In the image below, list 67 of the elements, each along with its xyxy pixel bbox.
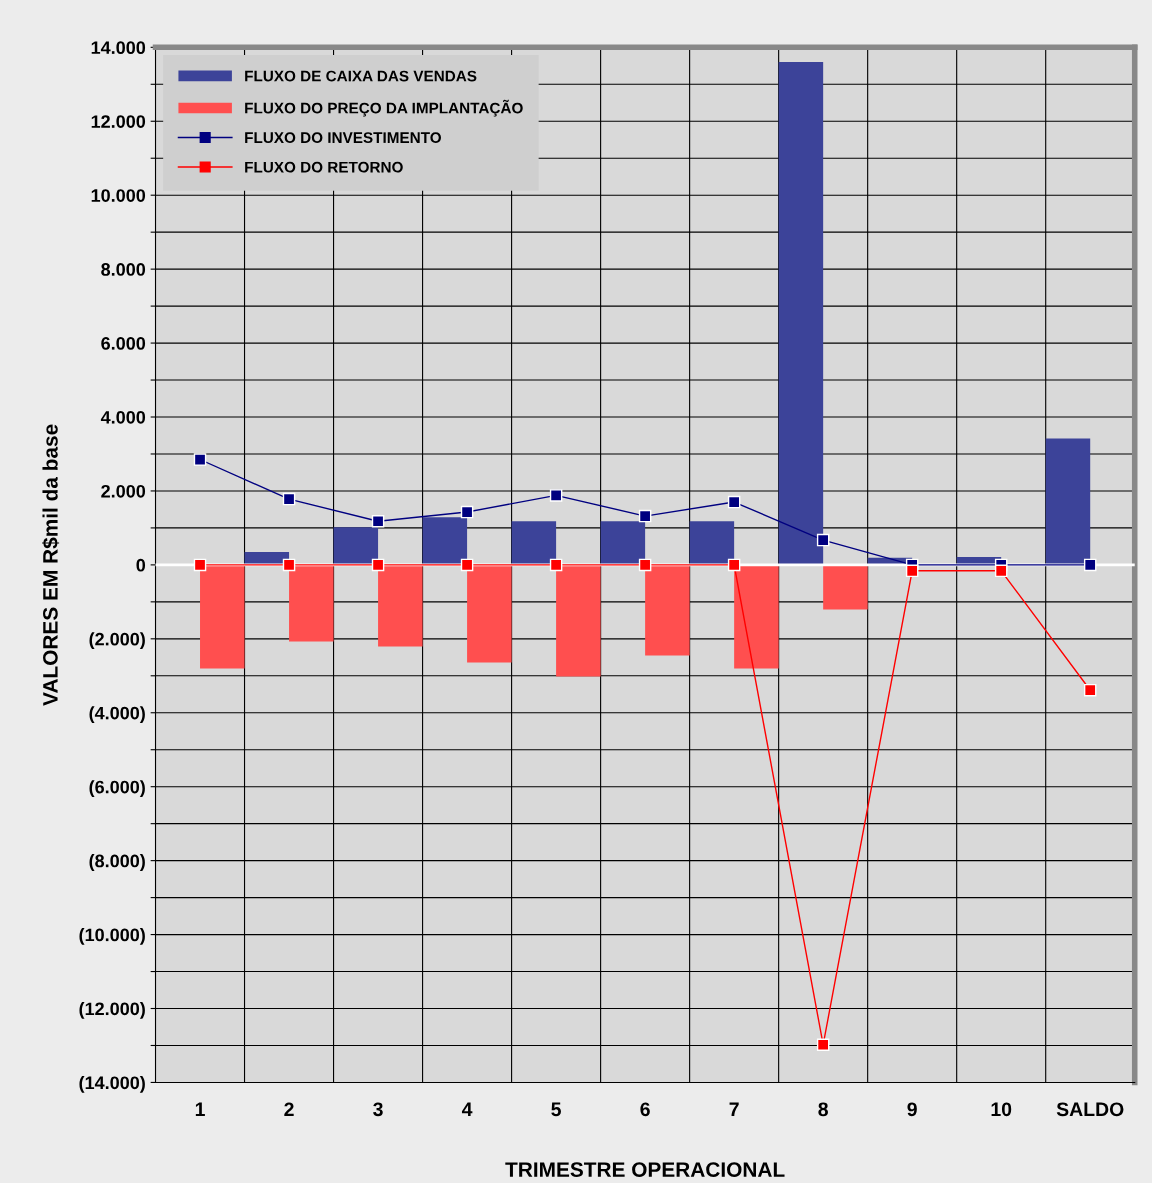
- y-tick-label: (2.000): [89, 632, 145, 650]
- legend-label: FLUXO DO RETORNO: [245, 161, 403, 173]
- bar: [200, 564, 245, 669]
- point: [638, 558, 652, 572]
- point: [905, 564, 919, 578]
- bar: [778, 62, 824, 565]
- y-tick-label: 6.000: [101, 337, 146, 350]
- bar: [422, 517, 468, 565]
- point: [460, 505, 474, 519]
- x-tick-label: 10: [991, 1102, 1012, 1117]
- y-tick-label: (14.000): [79, 1075, 145, 1093]
- x-tick-label: 8: [818, 1102, 828, 1117]
- legend-label: FLUXO DO INVESTIMENTO: [245, 132, 441, 144]
- x-tick-label: 6: [640, 1102, 650, 1117]
- point: [1083, 558, 1097, 572]
- bar: [1045, 438, 1091, 565]
- bar: [645, 564, 690, 656]
- bar: [289, 564, 334, 642]
- point: [816, 1038, 830, 1051]
- y-tick-label: 12.000: [91, 115, 146, 128]
- y-tick-label: 4.000: [100, 410, 146, 424]
- x-tick-label: 1: [195, 1102, 205, 1116]
- point: [193, 453, 207, 466]
- x-tick-label: SALDO: [1056, 1102, 1124, 1117]
- point: [1083, 683, 1097, 697]
- x-axis-title: TRIMESTRE OPERACIONAL: [505, 1162, 785, 1177]
- bar: [511, 521, 557, 565]
- bar: [734, 564, 779, 669]
- y-tick-label: (8.000): [89, 854, 145, 871]
- point: [727, 495, 741, 509]
- y-tick-label: 14.000: [91, 41, 146, 55]
- bar: [378, 564, 423, 647]
- y-tick-label: 0: [136, 558, 146, 572]
- point: [282, 492, 296, 506]
- y-tick-label: 10.000: [91, 189, 146, 202]
- point: [371, 515, 385, 528]
- legend-label: FLUXO DE CAIXA DAS VENDAS: [245, 70, 477, 82]
- point: [460, 558, 474, 572]
- point: [727, 558, 741, 572]
- bar: [600, 521, 646, 565]
- legend-label: FLUXO DO PREÇO DA IMPLANTAÇÃO: [245, 99, 523, 117]
- y-tick-label: (4.000): [89, 706, 145, 724]
- y-tick-label: 2.000: [101, 484, 146, 498]
- bar: [689, 521, 735, 565]
- bar: [823, 564, 868, 610]
- y-tick-label: (6.000): [89, 780, 145, 797]
- point: [994, 564, 1008, 578]
- x-tick-label: 3: [373, 1102, 383, 1117]
- bar: [556, 564, 601, 677]
- point: [638, 509, 652, 523]
- point: [816, 533, 830, 547]
- bar: [467, 564, 512, 663]
- x-tick-label: 5: [551, 1102, 561, 1117]
- point: [193, 558, 207, 572]
- point: [282, 558, 296, 572]
- x-tick-label: 7: [729, 1102, 739, 1116]
- x-tick-label: 9: [907, 1102, 917, 1117]
- x-tick-label: 2: [284, 1102, 294, 1116]
- point: [549, 489, 563, 502]
- y-axis-title: VALORES EM R$mil da base: [42, 424, 60, 706]
- bar: [333, 527, 379, 565]
- y-tick-label: (12.000): [79, 1001, 145, 1019]
- y-tick-label: (10.000): [79, 928, 145, 945]
- point: [549, 558, 563, 572]
- point: [371, 558, 385, 572]
- y-tick-label: 8.000: [101, 263, 146, 276]
- x-tick-label: 4: [461, 1102, 473, 1116]
